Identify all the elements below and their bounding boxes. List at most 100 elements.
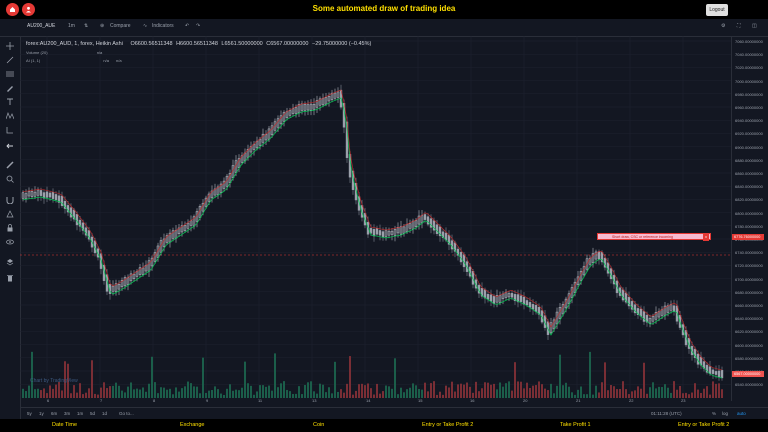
candle [333,92,337,99]
symbol-search[interactable]: AU200_AUE [27,23,56,29]
fullscreen-icon[interactable]: ⛶ [737,23,741,29]
trade-alert-banner[interactable]: Short draw, CSC or reference incoming x [597,233,711,241]
text-icon[interactable] [6,98,14,106]
candle [309,103,313,111]
candle [513,294,517,302]
range-1d[interactable]: 1d [102,411,108,416]
prediction-icon[interactable] [6,126,14,134]
eye-icon[interactable] [6,238,14,246]
auto-toggle[interactable]: auto [737,411,746,416]
fib-icon[interactable] [6,70,14,78]
compare-button[interactable]: Compare [110,23,131,29]
range-1y[interactable]: 1y [39,411,44,416]
volume-bar [388,386,390,398]
undo-icon[interactable]: ↶ [185,23,190,29]
volume-bar [526,382,528,398]
candle [123,277,127,287]
log-toggle[interactable]: log [722,411,729,416]
candle [330,92,334,100]
volume-bar [613,386,615,398]
stay-drawing-icon[interactable] [6,210,14,218]
volume-bar [580,386,582,398]
price-axis-label: 6800.00000000 [735,210,763,216]
candle [492,296,496,305]
volume-bar [667,387,669,398]
volume-bar [91,360,93,398]
volume-legend[interactable]: Volume (20) n/a [26,50,102,55]
volume-bar [403,392,405,398]
redo-icon[interactable]: ↷ [196,23,201,29]
volume-bar [409,387,411,398]
candle [432,220,436,231]
volume-bar [418,388,420,398]
volume-bar [679,385,681,398]
page-title: Some automated draw of trading idea [312,4,456,13]
chart-legend: forex:AU200_AUD, 1, forex, Heikin Ashi O… [26,41,371,47]
interval-selector[interactable]: 1m [68,23,75,29]
user-icon[interactable] [22,3,35,16]
trend-line-icon[interactable] [6,56,14,64]
trash-icon[interactable] [6,274,14,282]
back-arrow-icon[interactable] [6,142,14,150]
volume-bar [505,383,507,398]
candle [282,112,286,122]
ai-legend[interactable]: AI (1, 1) n/a n/a [26,58,122,63]
zoom-icon[interactable] [6,175,14,183]
chart-style-icon[interactable]: ⇅ [84,23,89,29]
clock[interactable]: 01:11:28 (UTC) [651,411,682,416]
pattern-icon[interactable] [6,112,14,120]
compare-icon[interactable]: ⊕ [100,23,105,29]
volume-bar [514,362,516,398]
time-axis-label: 22 [629,398,634,403]
volume-bar [163,387,165,398]
indicators-button[interactable]: Indicators [152,23,174,29]
candle [291,108,295,114]
indicators-icon[interactable]: ∿ [143,23,148,29]
layers-icon[interactable] [6,258,14,266]
range-5d[interactable]: 5d [90,411,96,416]
candle [369,227,373,234]
candle [717,370,721,377]
volume-bar [127,386,129,398]
range-5y[interactable]: 5y [27,411,32,416]
candle [720,369,724,379]
candle [507,293,511,298]
volume-bar [316,393,318,398]
magnet-icon[interactable] [6,196,14,204]
volume-bar [259,385,261,398]
price-chart[interactable] [20,36,731,401]
home-icon[interactable] [6,3,19,16]
volume-bar [460,383,462,398]
range-6m[interactable]: 6m [51,411,58,416]
volume-bar [385,385,387,398]
alert-close-icon[interactable]: x [703,234,709,241]
volume-bar [364,385,366,398]
volume-bar [166,389,168,398]
settings-icon[interactable]: ⚙ [721,23,726,29]
volume-bar [487,382,489,398]
lock-icon[interactable] [6,224,14,232]
volume-bar [274,353,276,398]
screenshot-icon[interactable]: ◫ [752,23,757,29]
time-axis-label: 20 [523,398,528,403]
candle [549,322,553,333]
price-axis-label: 6660.00000000 [735,303,763,308]
candle [222,180,226,189]
goto-button[interactable]: Go to... [119,411,134,416]
tradingview-watermark[interactable]: Chart by TradingView [30,378,78,384]
range-3m[interactable]: 3m [64,411,71,416]
candle [588,257,592,265]
price-axis[interactable]: 7060.00000000 7040.00000000 7020.00000000 7… [731,36,768,401]
crosshair-icon[interactable] [6,42,14,50]
logout-button[interactable]: Logout [706,4,728,16]
candle [288,110,292,116]
range-1m[interactable]: 1m [77,411,84,416]
volume-bar [202,357,204,398]
volume-bar [466,382,468,398]
ruler-icon[interactable] [6,161,14,169]
candle [648,318,652,324]
volume-bar [325,392,327,398]
percent-toggle[interactable]: % [712,411,717,416]
candle [213,188,217,196]
brush-icon[interactable] [6,84,14,92]
